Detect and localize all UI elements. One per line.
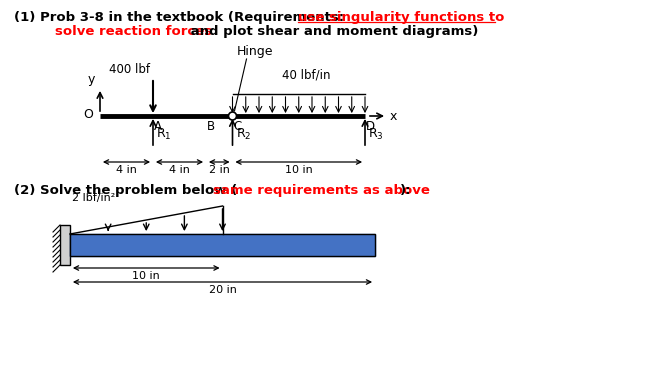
Text: y: y <box>88 73 95 86</box>
Text: (2) Solve the problem below (: (2) Solve the problem below ( <box>14 184 237 197</box>
Circle shape <box>228 112 237 120</box>
Text: use singularity functions to: use singularity functions to <box>298 11 504 24</box>
Text: and plot shear and moment diagrams): and plot shear and moment diagrams) <box>186 25 479 38</box>
Text: 40 lbf/in: 40 lbf/in <box>283 69 331 82</box>
Bar <box>70 234 375 256</box>
Text: O: O <box>83 107 93 121</box>
Text: A: A <box>154 120 162 133</box>
Bar <box>70 234 375 256</box>
Text: Hinge: Hinge <box>236 45 273 58</box>
Text: 400 lbf: 400 lbf <box>109 63 150 76</box>
Text: 20 in: 20 in <box>208 285 237 295</box>
Text: R$_1$: R$_1$ <box>156 127 172 142</box>
Text: 4 in: 4 in <box>116 165 137 175</box>
Text: R$_2$: R$_2$ <box>235 127 251 142</box>
Text: (1) Prob 3-8 in the textbook (Requirements:: (1) Prob 3-8 in the textbook (Requiremen… <box>14 11 349 24</box>
Text: 2 in: 2 in <box>209 165 230 175</box>
Text: solve reaction forces: solve reaction forces <box>55 25 212 38</box>
Text: R$_3$: R$_3$ <box>368 127 384 142</box>
Bar <box>60 225 70 265</box>
Text: 10 in: 10 in <box>132 271 160 281</box>
Text: B: B <box>207 120 215 133</box>
Text: 2 lbf/in²: 2 lbf/in² <box>72 193 115 203</box>
Text: x: x <box>390 110 397 123</box>
Text: 10 in: 10 in <box>285 165 313 175</box>
Text: D: D <box>366 120 375 133</box>
Text: ):: ): <box>400 184 412 197</box>
Text: 4 in: 4 in <box>169 165 190 175</box>
Text: same requirements as above: same requirements as above <box>213 184 430 197</box>
Text: C: C <box>233 120 242 133</box>
